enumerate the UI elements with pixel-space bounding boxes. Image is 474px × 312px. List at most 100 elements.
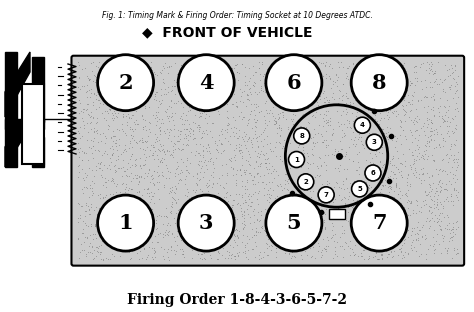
Point xyxy=(107,227,115,232)
Point xyxy=(259,129,267,134)
Point xyxy=(167,244,174,249)
Point xyxy=(274,217,282,222)
Point xyxy=(82,222,90,227)
Point xyxy=(196,169,204,174)
Point xyxy=(92,96,100,101)
Point xyxy=(121,243,128,248)
Point xyxy=(87,61,94,66)
Point xyxy=(378,195,385,200)
Point xyxy=(347,179,355,184)
Point xyxy=(244,203,252,208)
Point xyxy=(174,128,182,133)
Point xyxy=(451,173,459,178)
Point xyxy=(253,197,261,202)
Point xyxy=(436,179,443,184)
Point xyxy=(238,156,246,161)
Point xyxy=(310,141,317,146)
Point xyxy=(93,248,100,253)
Point xyxy=(292,192,300,197)
Point xyxy=(314,197,321,202)
Point xyxy=(112,169,119,174)
Point xyxy=(343,185,351,190)
Point xyxy=(118,127,126,132)
Point xyxy=(352,150,359,155)
Point xyxy=(299,86,306,91)
Point xyxy=(401,89,409,94)
Point xyxy=(428,187,436,192)
Point xyxy=(309,88,316,93)
Point xyxy=(79,176,87,181)
Point xyxy=(407,199,414,204)
Point xyxy=(317,112,324,117)
Point xyxy=(156,102,164,107)
Point xyxy=(376,190,384,195)
Point xyxy=(345,118,353,123)
Point xyxy=(425,246,432,251)
Point xyxy=(150,168,157,173)
Point xyxy=(397,160,405,165)
Point xyxy=(230,125,238,130)
Point xyxy=(223,122,231,127)
Point xyxy=(443,68,451,73)
Point xyxy=(188,222,196,227)
Point xyxy=(214,190,222,195)
Point xyxy=(124,188,132,193)
Point xyxy=(378,75,385,80)
Point xyxy=(384,117,392,122)
Point xyxy=(219,246,227,251)
Point xyxy=(182,223,189,228)
Point xyxy=(87,127,95,132)
Point xyxy=(154,138,161,143)
Point xyxy=(364,83,372,88)
Point xyxy=(340,134,347,139)
Point xyxy=(304,105,312,110)
Point xyxy=(137,145,144,150)
Point xyxy=(211,61,219,66)
Point xyxy=(322,71,329,76)
Point xyxy=(396,132,403,137)
Point xyxy=(404,188,412,193)
Point xyxy=(162,206,170,211)
Point xyxy=(349,141,357,146)
Point xyxy=(447,182,455,187)
Point xyxy=(306,77,314,82)
Point xyxy=(110,108,118,113)
Point xyxy=(331,252,339,257)
Point xyxy=(190,135,198,140)
Point xyxy=(368,211,375,216)
Point xyxy=(448,165,456,170)
Point xyxy=(229,166,237,171)
Point xyxy=(183,127,191,132)
Point xyxy=(104,178,112,183)
Point xyxy=(160,80,167,85)
Bar xyxy=(32,137,44,167)
Point xyxy=(338,119,346,124)
Point xyxy=(164,115,172,120)
Point xyxy=(101,109,109,114)
Point xyxy=(151,115,159,120)
Point xyxy=(299,204,307,209)
Point xyxy=(454,109,462,114)
Point xyxy=(301,223,309,228)
Point xyxy=(308,184,315,189)
Point xyxy=(334,84,341,89)
Point xyxy=(309,188,317,193)
Point xyxy=(257,83,264,88)
Point xyxy=(286,129,293,134)
Point xyxy=(93,120,101,125)
Point xyxy=(401,250,409,255)
Point xyxy=(426,205,434,210)
Point xyxy=(339,209,347,214)
Point xyxy=(326,123,333,128)
Point xyxy=(153,122,160,127)
Point xyxy=(78,134,86,139)
Point xyxy=(350,130,357,135)
Point xyxy=(212,156,220,161)
Point xyxy=(444,199,452,204)
Point xyxy=(223,108,231,113)
Point xyxy=(179,104,187,109)
Point xyxy=(435,217,443,222)
Point xyxy=(125,145,133,150)
Point xyxy=(98,111,105,116)
Point xyxy=(231,62,239,67)
